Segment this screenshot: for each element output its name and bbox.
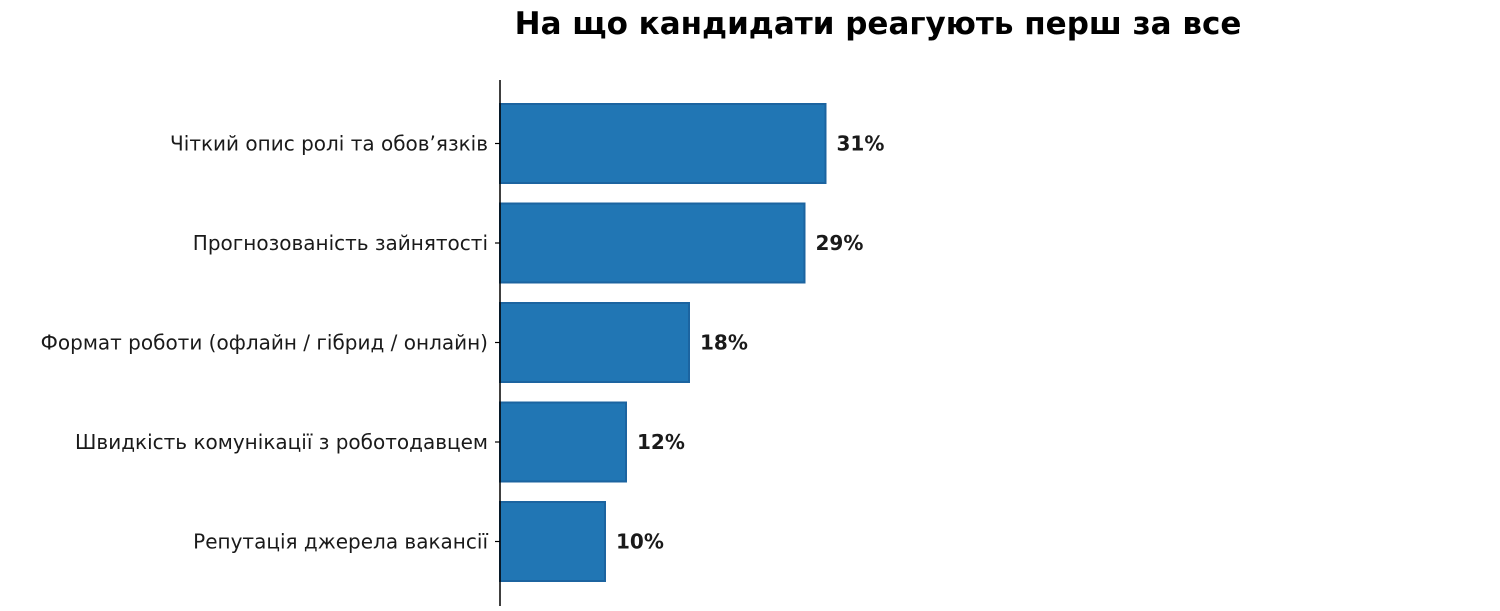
bar-0 — [499, 103, 827, 184]
bar-2 — [499, 302, 690, 383]
bar-1 — [499, 202, 806, 284]
value-label-4: 10% — [616, 530, 664, 554]
category-label-4: Репутація джерела вакансії — [193, 530, 488, 554]
bar-3 — [499, 401, 627, 483]
category-label-0: Чіткий опис ролі та обов’язків — [170, 132, 488, 156]
value-label-0: 31% — [837, 132, 885, 156]
category-label-2: Формат роботи (офлайн / гібрид / онлайн) — [41, 331, 488, 355]
value-label-2: 18% — [700, 331, 748, 355]
value-label-3: 12% — [637, 430, 685, 454]
chart-title: На що кандидати реагують перш за все — [515, 6, 1242, 42]
value-label-1: 29% — [816, 231, 864, 255]
category-label-3: Швидкість комунікації з роботодавцем — [75, 430, 488, 454]
category-label-1: Прогнозованість зайнятості — [193, 231, 488, 255]
bars-group: Чіткий опис ролі та обов’язків 31% Прогноз… — [41, 103, 885, 582]
bar-4 — [499, 501, 606, 582]
